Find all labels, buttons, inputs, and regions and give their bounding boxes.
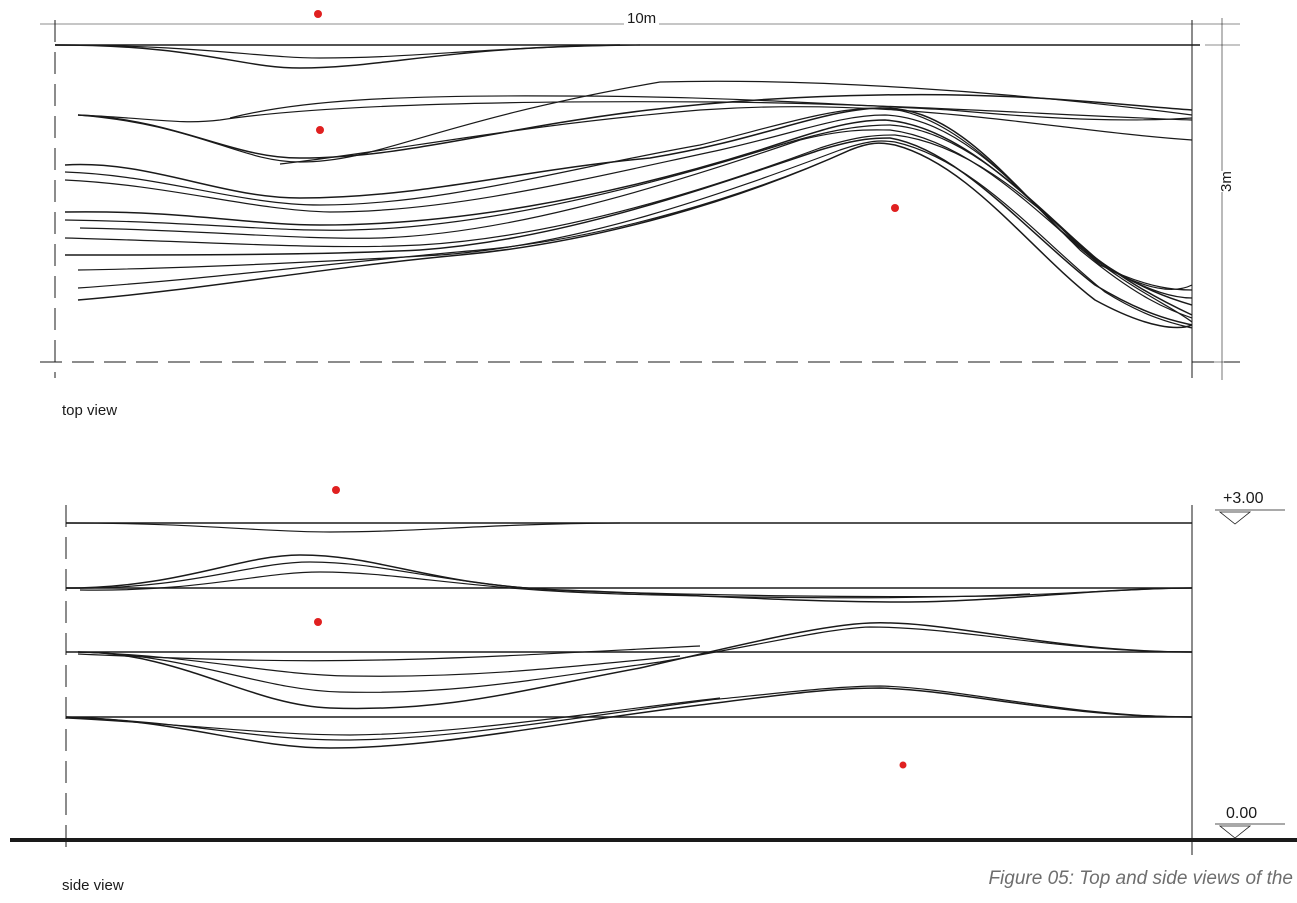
side-strand — [77, 622, 1193, 710]
side-strand — [65, 697, 721, 736]
top-strand — [77, 140, 1193, 329]
top-strand — [64, 134, 1193, 290]
top-view-label: top view — [62, 402, 118, 419]
top-strand — [64, 119, 1193, 306]
side-strand — [65, 687, 1193, 749]
top-strand — [77, 147, 856, 289]
top-strand — [229, 95, 1193, 121]
top-strand — [77, 101, 1193, 123]
figure-caption: Figure 05: Top and side views of the — [988, 868, 1293, 889]
top-strand — [64, 137, 1193, 326]
side-strand — [65, 522, 621, 533]
top-strand — [64, 114, 1193, 319]
top-strand — [54, 44, 641, 59]
top-strand — [64, 107, 1193, 323]
side-strand — [77, 645, 701, 662]
side-view-label: side view — [62, 877, 124, 894]
level-marker-triangle-bottom — [1218, 825, 1252, 839]
top-view — [40, 18, 1240, 380]
side-strand — [77, 651, 681, 677]
side-strand — [77, 626, 1193, 693]
level-bottom-label: 0.00 — [1226, 805, 1258, 822]
marker-dot — [332, 486, 340, 494]
side-view — [10, 505, 1297, 855]
side-strand — [65, 561, 1193, 598]
marker-dot — [899, 761, 907, 769]
top-strand — [77, 142, 1193, 329]
marker-dot — [314, 618, 322, 626]
top-strand — [279, 106, 1193, 165]
marker-dot — [316, 126, 324, 134]
top-strand — [77, 80, 1193, 163]
side-strand — [65, 685, 1193, 741]
level-marker-triangle-top — [1218, 511, 1252, 525]
top-strand — [77, 93, 1193, 159]
length-dimension-label: 10m — [624, 10, 660, 27]
marker-dot — [891, 204, 899, 212]
marker-dot — [314, 10, 322, 18]
width-dimension-label: 3m — [1218, 171, 1235, 192]
level-top-label: +3.00 — [1223, 490, 1264, 507]
side-strand — [79, 571, 1031, 599]
top-strand — [79, 129, 1193, 291]
